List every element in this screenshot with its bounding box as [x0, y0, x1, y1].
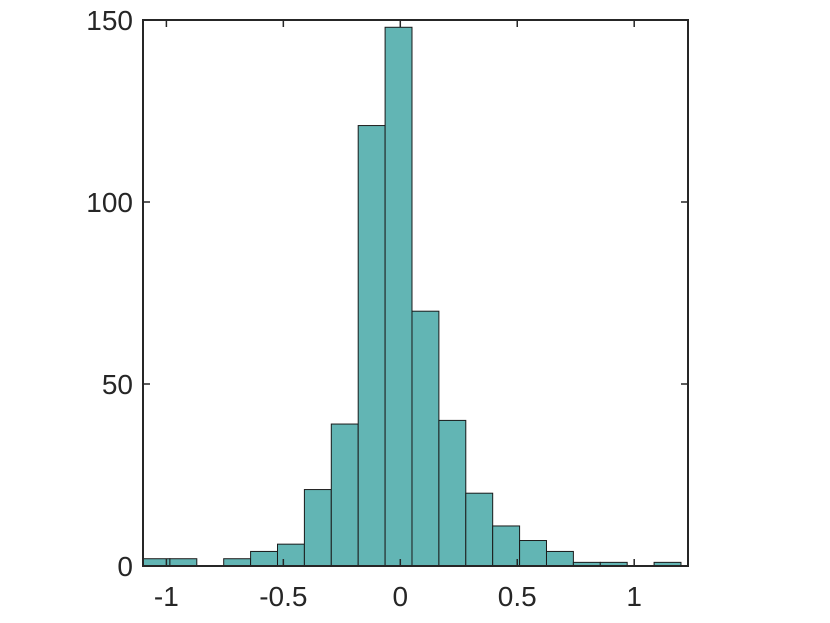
y-tick-label: 0: [117, 551, 133, 582]
histogram-bar: [169, 558, 198, 567]
histogram-bar: [465, 492, 494, 567]
y-tick-label: 100: [86, 187, 133, 218]
x-tick-label: -1: [154, 581, 179, 612]
histogram-bar: [545, 550, 574, 567]
histogram-bar: [276, 543, 305, 567]
axes-box: [142, 19, 689, 567]
histogram-bar: [519, 540, 547, 567]
histogram-bar: [384, 26, 413, 567]
histogram-bar: [223, 558, 252, 567]
y-tick-label: 50: [102, 369, 133, 400]
y-tick-label: 150: [86, 5, 133, 36]
x-tick-label: 0.5: [498, 581, 537, 612]
histogram-bar: [330, 423, 359, 567]
histogram-bar: [303, 489, 332, 567]
x-tick-labels: -1 -0.5 0 0.5 1: [154, 581, 642, 612]
x-tick-label: 1: [626, 581, 642, 612]
histogram-bar: [438, 419, 467, 567]
x-tick-label: 0: [393, 581, 409, 612]
histogram-bars: [142, 26, 682, 567]
histogram-bar: [357, 125, 386, 567]
histogram-bar: [250, 550, 278, 567]
histogram-bar: [492, 525, 521, 567]
histogram-bar: [411, 310, 440, 567]
x-tick-label: -0.5: [259, 581, 307, 612]
y-tick-labels: 0 50 100 150: [86, 5, 133, 582]
